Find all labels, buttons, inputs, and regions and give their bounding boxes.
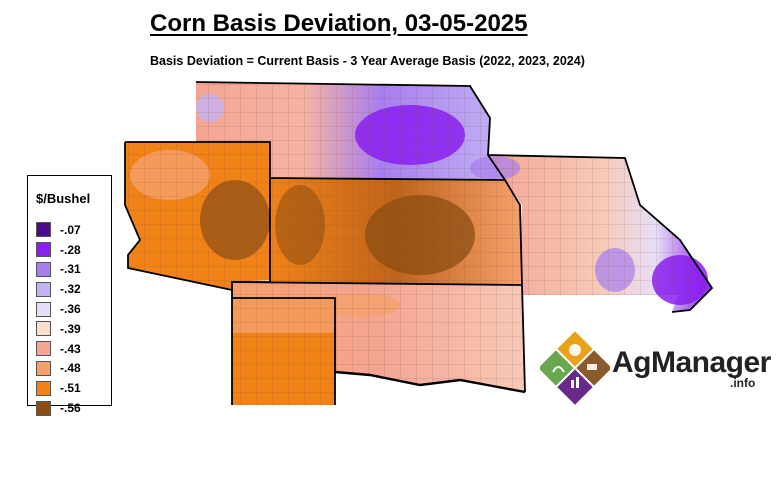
legend-label: -.51 xyxy=(60,381,81,396)
agmanager-logo: AgManager .info xyxy=(540,328,771,408)
legend-label: -.43 xyxy=(60,341,81,356)
legend-swatch xyxy=(36,261,51,277)
legend-label: -.28 xyxy=(60,242,81,257)
legend-swatch xyxy=(36,341,51,357)
legend-swatch xyxy=(36,360,51,376)
legend-label: -.31 xyxy=(60,262,81,277)
legend-label: -.56 xyxy=(60,401,81,416)
legend-swatch xyxy=(36,222,51,238)
legend-swatch xyxy=(36,301,51,317)
legend-label: -.07 xyxy=(60,222,81,237)
legend-items: -.07 -.28 -.31 -.32 -.36 -.39 -.43 -.48 xyxy=(36,220,81,418)
logo-wordmark: AgManager xyxy=(612,346,771,379)
legend-label: -.32 xyxy=(60,282,81,297)
legend-label: -.48 xyxy=(60,361,81,376)
legend-item: -.07 xyxy=(36,220,81,240)
legend-item: -.31 xyxy=(36,260,81,280)
legend-item: -.51 xyxy=(36,378,81,398)
legend-swatch xyxy=(36,380,51,396)
legend-swatch xyxy=(36,281,51,297)
legend-item: -.32 xyxy=(36,279,81,299)
legend-swatch xyxy=(36,321,51,337)
logo-diamond-icon xyxy=(540,331,610,405)
legend-item: -.48 xyxy=(36,359,81,379)
legend-item: -.43 xyxy=(36,339,81,359)
legend-item: -.36 xyxy=(36,299,81,319)
legend-swatch xyxy=(36,400,51,416)
legend-label: -.36 xyxy=(60,302,81,317)
legend-swatch xyxy=(36,242,51,258)
page-subtitle: Basis Deviation = Current Basis - 3 Year… xyxy=(150,54,585,68)
legend-label: -.39 xyxy=(60,321,81,336)
legend-item: -.28 xyxy=(36,240,81,260)
legend-item: -.56 xyxy=(36,398,81,418)
logo-suffix: .info xyxy=(730,376,756,390)
legend: $/Bushel -.07 -.28 -.31 -.32 -.36 -.39 -… xyxy=(27,175,112,416)
page-title: Corn Basis Deviation, 03-05-2025 xyxy=(150,10,528,37)
legend-title: $/Bushel xyxy=(36,191,91,206)
legend-item: -.39 xyxy=(36,319,81,339)
